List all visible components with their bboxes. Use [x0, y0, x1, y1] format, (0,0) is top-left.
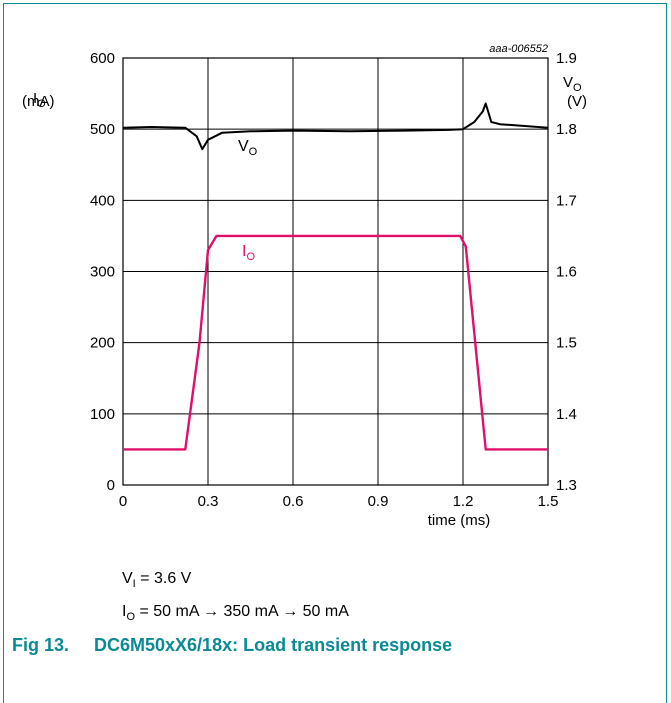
y-right-tick-label: 1.3 — [556, 477, 577, 494]
y-left-unit: (mA) — [22, 93, 55, 110]
chart: 0 0.3 0.6 0.9 1.2 1.501002003004005006001.31.… — [22, 43, 587, 529]
y-right-unit: (V) — [567, 93, 587, 110]
series-line-io — [123, 234, 548, 451]
figure-caption: Fig 13. DC6M50xX6/18x: Load transient res… — [12, 635, 452, 656]
x-tick-label: 0.3 — [198, 493, 219, 510]
caption-label: Fig 13. — [12, 635, 70, 655]
caption-title: DC6M50xX6/18x: Load transient response — [94, 635, 453, 655]
grid — [123, 58, 548, 485]
y-left-tick-label: 400 — [90, 192, 115, 209]
y-left-label: IO — [33, 90, 46, 110]
series-label-vo: VO — [238, 138, 258, 158]
y-right-tick-label: 1.6 — [556, 264, 577, 281]
y-left-tick-label: 300 — [90, 264, 115, 281]
series-label-io: IO — [242, 243, 255, 263]
x-tick-label: 1.2 — [453, 493, 474, 510]
series-line-vo — [122, 102, 549, 151]
tick-labels: 0 0.3 0.6 0.9 1.2 1.501002003004005006001.31.… — [90, 50, 577, 510]
x-tick-label: 1.5 — [538, 493, 559, 510]
y-left-tick-label: 0 — [107, 477, 115, 494]
y-right-tick-label: 1.4 — [556, 406, 577, 423]
condition-io: IO = 50 mA → 350 mA → 50 mA — [122, 603, 349, 624]
y-left-tick-label: 600 — [90, 50, 115, 67]
y-right-label: VO — [563, 74, 582, 94]
y-right-tick-label: 1.7 — [556, 192, 577, 209]
x-tick-label: 0.6 — [283, 493, 304, 510]
series-layer — [122, 102, 549, 451]
x-tick-label: 0 — [119, 493, 127, 510]
x-axis-label: time (ms) — [428, 512, 491, 529]
y-left-tick-label: 500 — [90, 121, 115, 138]
y-right-tick-label: 1.8 — [556, 121, 577, 138]
y-right-tick-label: 1.9 — [556, 50, 577, 67]
figure-frame — [3, 3, 667, 703]
y-left-tick-label: 200 — [90, 335, 115, 352]
x-tick-label: 0.9 — [368, 493, 389, 510]
y-right-tick-label: 1.5 — [556, 335, 577, 352]
condition-vi: VI = 3.6 V — [122, 570, 192, 591]
y-left-tick-label: 100 — [90, 406, 115, 423]
figure-id: aaa-006552 — [489, 43, 548, 55]
plot-frame — [122, 57, 549, 486]
